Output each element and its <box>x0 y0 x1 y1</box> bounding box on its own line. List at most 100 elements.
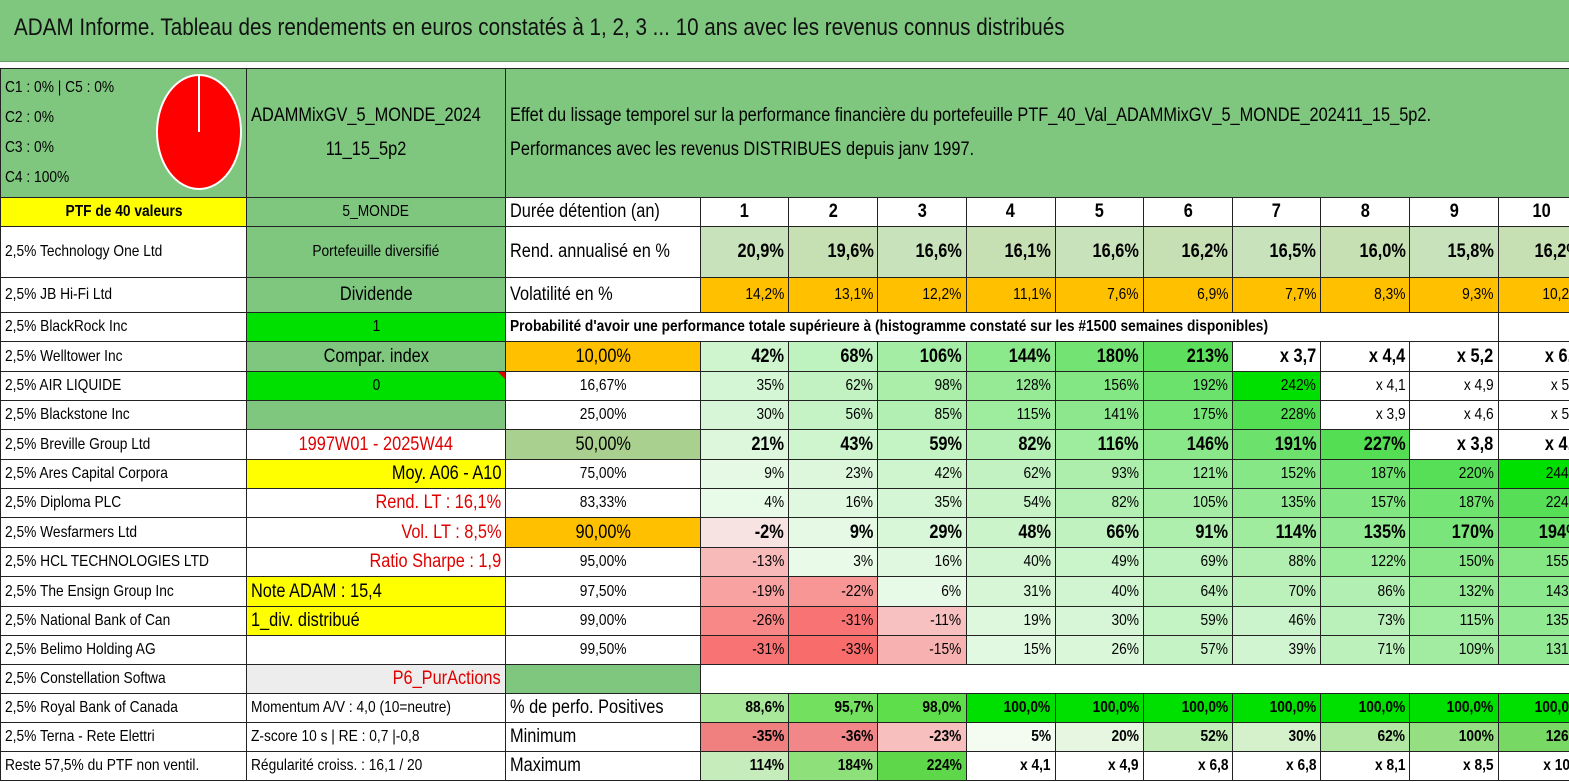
years-row: PTF de 40 valeurs 5_MONDE Durée détention … <box>0 197 1569 227</box>
prob-value: 66% <box>1054 517 1144 548</box>
prob-value: 49% <box>1054 547 1144 577</box>
prob-threshold: 99,50% <box>505 635 702 665</box>
prob-value: 15% <box>965 635 1056 665</box>
holding-name-text: 2,5% Diploma PLC <box>5 494 122 511</box>
prob-value-text: 31% <box>1023 582 1051 600</box>
prob-row: 2,5% Welltower Inc Compar. index 10,00% 42%… <box>0 341 1569 372</box>
year-header-text: 3 <box>917 201 927 222</box>
prob-value: 59% <box>1142 606 1234 636</box>
max-value-text: 114% <box>749 757 785 774</box>
year-header-text: 4 <box>1006 201 1016 222</box>
prob-threshold: 97,50% <box>505 576 702 607</box>
min-label-text: Minimum <box>510 726 577 747</box>
max-row: Reste 57,5% du PTF non ventil. Régularité… <box>0 751 1569 781</box>
vol-value: 13,1% <box>788 277 879 313</box>
prob-value: x 6,4 <box>1497 341 1569 372</box>
year-header: 10 <box>1497 197 1569 227</box>
holding-name: Reste 57,5% du PTF non ventil. <box>0 751 248 781</box>
min-value: 126% <box>1497 722 1569 752</box>
pos-value: 100,0% <box>1142 693 1234 723</box>
prob-value-text: 59% <box>1200 612 1229 629</box>
info-cell: Ratio Sharpe : 1,9 <box>246 547 507 577</box>
prob-value: 156% <box>1054 371 1144 401</box>
prob-value-text: x 3,8 <box>1457 433 1494 455</box>
prob-value-text: 69% <box>1200 553 1229 570</box>
prob-row: 2,5% HCL TECHNOLOGIES LTD Ratio Sharpe : … <box>0 547 1569 577</box>
year-header: 5 <box>1054 197 1144 227</box>
prob-row: 2,5% Breville Group Ltd 1997W01 - 2025W44… <box>0 429 1569 460</box>
year-header: 3 <box>877 197 967 227</box>
year-header-text: 5 <box>1094 201 1104 222</box>
rend-value-text: 16,2% <box>1181 241 1229 262</box>
prob-value: -19% <box>700 576 790 607</box>
prob-value: -31% <box>788 606 879 636</box>
holding-name-text: 2,5% Belimo Holding AG <box>5 641 156 658</box>
legend-item: C2 : 0% <box>5 109 54 126</box>
returns-table: C1 : 0% | C5 : 0% C2 : 0% C3 : 0% C4 : 100%… <box>0 68 1569 781</box>
holding-name: 2,5% Royal Bank of Canada <box>0 693 248 723</box>
holding-name: 2,5% Blackstone Inc <box>0 400 248 430</box>
min-value-text: -35% <box>752 728 785 745</box>
prob-row: 2,5% Ares Capital Corpora Moy. A06 - A10 7… <box>0 459 1569 489</box>
rend-value: 16,6% <box>1054 226 1144 278</box>
prob-value: 155% <box>1497 547 1569 577</box>
holding-name-text: 2,5% HCL TECHNOLOGIES LTD <box>5 553 209 570</box>
prob-threshold-text: 95,00% <box>579 553 627 570</box>
rend-value: 20,9% <box>700 226 790 278</box>
min-value: 62% <box>1320 722 1411 752</box>
prob-value: x 5,2 <box>1497 400 1569 430</box>
prob-value: 122% <box>1320 547 1411 577</box>
prob-value: 141% <box>1054 400 1144 430</box>
info-cell-text: Rend. LT : 16,1% <box>375 492 502 513</box>
year-header: 9 <box>1409 197 1499 227</box>
min-value: -23% <box>877 722 967 752</box>
prob-value: 135% <box>1232 488 1322 518</box>
prob-value: x 3,7 <box>1232 341 1322 372</box>
prob-threshold-text: 83,33% <box>579 494 627 511</box>
rend-label-text: Rend. annualisé en % <box>510 241 671 262</box>
prob-value-text: 42% <box>934 465 962 482</box>
prob-value: 9% <box>700 459 790 489</box>
prob-value-text: 21% <box>751 433 785 455</box>
prob-value: 170% <box>1409 517 1499 548</box>
prob-value-text: 39% <box>1288 641 1317 658</box>
min-value: 30% <box>1232 722 1322 752</box>
pos-row: 2,5% Royal Bank of Canada Momentum A/V : … <box>0 693 1569 723</box>
pos-value: 98,0% <box>877 693 967 723</box>
pos-value: 100,0% <box>1232 693 1322 723</box>
prob-value: x 4,4 <box>1320 341 1411 372</box>
prob-value-text: 42% <box>751 345 785 367</box>
holding-name: 2,5% AIR LIQUIDE <box>0 371 248 401</box>
prob-threshold: 99,00% <box>505 606 702 636</box>
pos-value: 95,7% <box>788 693 879 723</box>
prob-value: 26% <box>1054 635 1144 665</box>
info-cell-text: Z-score 10 s | RE : 0,7 |-0,8 <box>251 728 420 745</box>
prob-value-text: 191% <box>1274 433 1317 455</box>
prob-value-text: 128% <box>1015 377 1051 394</box>
legend-item: C3 : 0% <box>5 139 54 156</box>
prob-value: 131% <box>1497 635 1569 665</box>
prob-value: 42% <box>700 341 790 372</box>
year-header: 2 <box>788 197 879 227</box>
prob-value-text: 114% <box>1275 521 1317 543</box>
pos-value: 100,0% <box>1497 693 1569 723</box>
prob-row: 2,5% Blackstone Inc 25,00% 30% 56% 85% 115% 14… <box>0 400 1569 430</box>
prob-value: 43% <box>788 429 879 460</box>
prob-value: 42% <box>877 459 967 489</box>
year-header-text: 1 <box>740 201 750 222</box>
zone-label-text: 5_MONDE <box>342 203 410 220</box>
year-header: 1 <box>700 197 790 227</box>
vol-value-text: 14,2% <box>745 286 785 303</box>
prob-value: 68% <box>788 341 879 372</box>
prob-value: 21% <box>700 429 790 460</box>
prob-value-text: 9% <box>764 465 785 482</box>
info-cell-text: Vol. LT : 8,5% <box>400 521 502 543</box>
prob-value: 115% <box>965 400 1056 430</box>
prob-value: 88% <box>1232 547 1322 577</box>
prob-value: 220% <box>1409 459 1499 489</box>
pos-value: 100,0% <box>965 693 1056 723</box>
prob-row: 2,5% The Ensign Group Inc Note ADAM : 15,… <box>0 576 1569 607</box>
prob-value: 54% <box>965 488 1056 518</box>
prob-value: 242% <box>1232 371 1322 401</box>
description-line: Performances avec les revenus DISTRIBUES… <box>510 139 975 160</box>
